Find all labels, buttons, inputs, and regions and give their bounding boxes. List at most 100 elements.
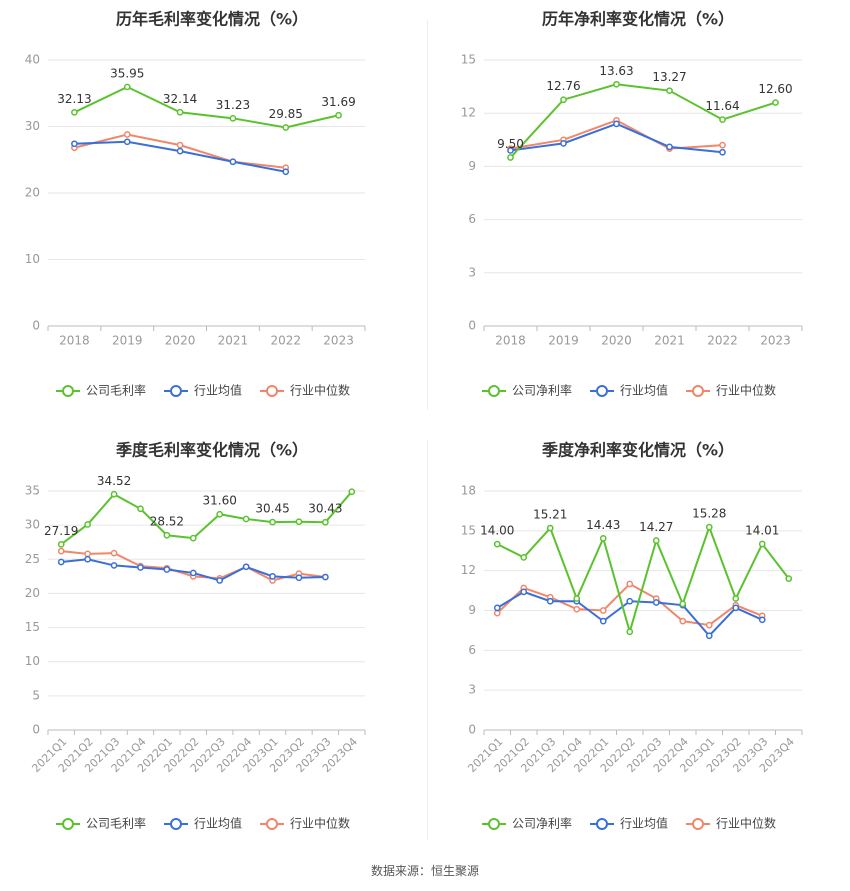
data-point: [705, 523, 713, 531]
data-point: [599, 617, 607, 625]
chart-title: 季度净利率变化情况（%）: [541, 441, 734, 460]
data-label: 31.60: [203, 494, 237, 508]
legend-marker: [170, 818, 182, 830]
y-tick-label: 10: [25, 252, 40, 266]
legend-marker: [62, 385, 74, 397]
data-point: [123, 131, 131, 138]
legend-label: 公司净利率: [512, 816, 572, 831]
legend-label: 公司毛利率: [86, 816, 146, 831]
data-point: [176, 108, 184, 116]
y-tick-label: 30: [25, 518, 40, 532]
data-point: [163, 566, 171, 573]
data-point: [216, 577, 224, 584]
data-label: 13.27: [652, 70, 686, 84]
legend-marker: [266, 818, 278, 830]
data-label: 14.01: [745, 523, 779, 537]
data-point: [732, 604, 740, 612]
data-point: [599, 535, 607, 542]
data-point: [546, 597, 554, 605]
legend-item[interactable]: 公司净利率: [482, 383, 572, 398]
data-label: 12.60: [758, 82, 792, 96]
data-point: [573, 595, 581, 602]
data-point: [57, 558, 65, 566]
y-tick-label: 12: [461, 563, 476, 577]
y-tick-label: 15: [461, 523, 476, 537]
y-tick-label: 18: [461, 484, 476, 498]
legend-item[interactable]: 行业中位数: [260, 816, 350, 831]
data-point: [137, 505, 144, 513]
y-tick-label: 0: [32, 319, 40, 333]
data-point: [705, 621, 713, 629]
data-point: [348, 488, 356, 496]
legend-item[interactable]: 公司净利率: [482, 816, 572, 831]
y-tick-label: 3: [468, 683, 476, 697]
data-label: 30.43: [308, 502, 342, 516]
data-point: [758, 540, 766, 548]
legend-label: 行业均值: [194, 816, 242, 831]
data-point: [229, 114, 237, 122]
y-tick-label: 0: [32, 723, 40, 737]
legend-item[interactable]: 行业均值: [590, 383, 668, 398]
data-point: [335, 111, 342, 119]
legend-marker: [62, 818, 74, 830]
legend-item[interactable]: 公司毛利率: [56, 816, 146, 831]
y-tick-label: 12: [461, 106, 476, 120]
legend: 公司净利率 行业均值 行业中位数: [482, 816, 776, 831]
data-point: [176, 141, 184, 149]
data-point: [546, 524, 554, 532]
data-point: [493, 604, 501, 612]
x-tick-label: 2023: [760, 334, 791, 348]
data-point: [110, 549, 118, 557]
legend-item[interactable]: 行业均值: [590, 816, 668, 831]
legend-item[interactable]: 行业均值: [164, 383, 242, 398]
data-point: [57, 547, 65, 555]
series-line: [496, 524, 790, 636]
data-point: [189, 534, 197, 542]
x-tick-label: 2019: [548, 334, 579, 348]
legend-item[interactable]: 行业中位数: [686, 383, 776, 398]
data-point: [560, 139, 567, 147]
legend-marker: [692, 818, 704, 830]
data-label: 12.76: [546, 79, 580, 93]
data-label: 32.14: [163, 92, 197, 106]
legend-label: 公司净利率: [512, 383, 572, 398]
data-point: [282, 168, 290, 176]
data-point: [137, 564, 144, 571]
data-point: [322, 518, 329, 526]
data-point: [520, 554, 528, 561]
legend-marker: [266, 385, 278, 397]
data-point: [613, 80, 620, 88]
data-point: [189, 569, 197, 577]
y-tick-label: 0: [468, 319, 476, 333]
y-tick-label: 9: [468, 159, 476, 173]
y-tick-label: 30: [25, 119, 40, 133]
legend-item[interactable]: 公司毛利率: [56, 383, 146, 398]
data-label: 13.63: [599, 64, 633, 78]
legend-item[interactable]: 行业中位数: [260, 383, 350, 398]
y-tick-label: 40: [25, 53, 40, 67]
data-point: [507, 154, 514, 161]
legend-label: 行业中位数: [290, 383, 350, 398]
data-point: [719, 141, 726, 149]
x-tick-label: 2020: [601, 334, 632, 348]
legend-item[interactable]: 行业中位数: [686, 816, 776, 831]
data-label: 15.28: [692, 507, 726, 521]
data-point: [626, 628, 634, 636]
data-point: [758, 616, 766, 624]
legend-item[interactable]: 行业均值: [164, 816, 242, 831]
data-point: [679, 600, 687, 608]
y-tick-label: 5: [32, 688, 40, 702]
data-point: [772, 99, 779, 106]
x-tick-label: 2018: [495, 334, 526, 348]
data-point: [282, 124, 290, 131]
y-tick-label: 6: [468, 212, 476, 226]
data-point: [163, 531, 171, 539]
data-point: [123, 83, 131, 91]
data-point: [242, 563, 250, 571]
chart-title: 历年毛利率变化情况（%）: [116, 10, 308, 29]
data-point: [613, 120, 620, 128]
data-point: [229, 158, 237, 166]
data-point: [560, 96, 567, 104]
data-point: [110, 562, 118, 569]
